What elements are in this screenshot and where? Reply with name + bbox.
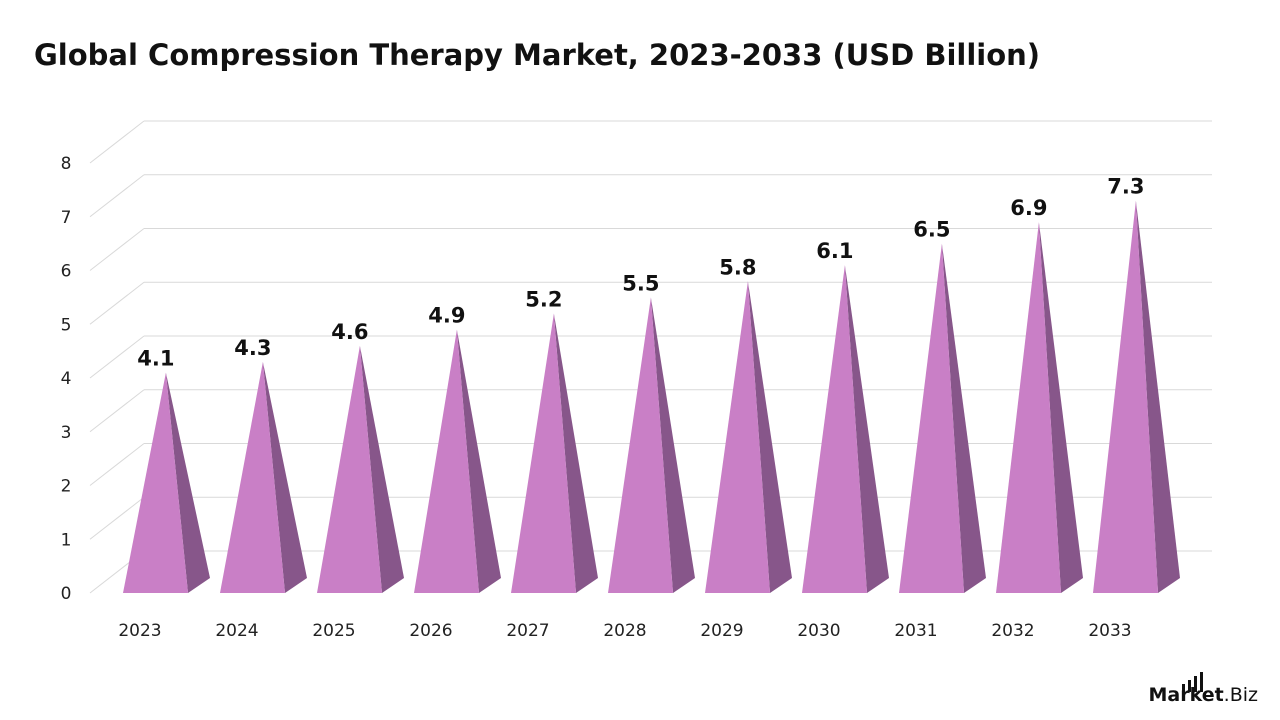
x-tick-label: 2028 (603, 621, 646, 641)
bar-front-face (511, 313, 576, 593)
bar-front-face (220, 361, 285, 593)
x-tick-label: 2027 (506, 621, 549, 641)
data-label: 6.1 (816, 239, 853, 263)
data-label: 4.6 (331, 320, 368, 344)
y-tick-label: 0 (61, 584, 72, 604)
data-label: 4.9 (428, 304, 465, 328)
bar-2025 (317, 345, 404, 593)
gridline-diagonal (89, 389, 145, 433)
y-tick-label: 7 (61, 208, 72, 228)
y-tick-label: 1 (61, 530, 72, 550)
data-label: 4.1 (137, 347, 174, 371)
bar-front-face (317, 345, 382, 593)
bar-front-face (1093, 200, 1158, 593)
bar-2028 (608, 297, 695, 593)
y-tick-label: 6 (61, 262, 72, 282)
bar-2032 (996, 222, 1083, 593)
x-tick-label: 2024 (215, 621, 258, 641)
bar-side-face (1038, 222, 1083, 593)
bar-2024 (220, 361, 307, 593)
brand-name-bold: Market (1148, 684, 1224, 706)
bar-front-face (996, 222, 1061, 593)
x-tick-label: 2026 (409, 621, 452, 641)
gridline-diagonal (89, 120, 145, 164)
bar-side-face (747, 281, 792, 593)
y-tick-label: 8 (61, 154, 72, 174)
y-tick-label: 5 (61, 315, 72, 335)
x-tick-label: 2023 (118, 621, 161, 641)
x-axis-ticks: 2023 2024 2025 2026 2027 2028 2029 2030 2031 2032… (118, 621, 1131, 641)
y-tick-label: 2 (61, 477, 72, 497)
data-label: 5.2 (525, 288, 562, 312)
x-tick-label: 2030 (797, 621, 840, 641)
bar-front-face (802, 265, 867, 593)
bar-side-face (165, 372, 210, 593)
data-label: 4.3 (234, 336, 271, 360)
bar-side-face (941, 243, 986, 593)
data-label: 6.9 (1010, 196, 1047, 220)
x-tick-label: 2029 (700, 621, 743, 641)
brand-name: Market.Biz (1148, 684, 1258, 706)
y-tick-label: 3 (61, 423, 72, 443)
data-label: 7.3 (1107, 175, 1144, 199)
bar-2023 (123, 372, 210, 593)
x-tick-label: 2033 (1088, 621, 1131, 641)
y-tick-label: 4 (61, 369, 72, 389)
gridline-diagonal (89, 443, 145, 486)
bar-front-face (899, 243, 964, 593)
gridline-diagonal (89, 228, 145, 271)
bar-2029 (705, 281, 792, 593)
chart-title: Global Compression Therapy Market, 2023-… (34, 38, 1041, 72)
data-label: 5.5 (622, 271, 659, 295)
bar-side-face (262, 361, 307, 593)
gridline-diagonal (89, 496, 145, 540)
bar-2030 (802, 265, 889, 593)
gridline-diagonal (89, 335, 145, 379)
bar-front-face (608, 297, 673, 593)
bar-side-face (359, 345, 404, 593)
bar-2033 (1093, 200, 1180, 593)
gridline-diagonal (89, 281, 145, 325)
x-tick-label: 2031 (894, 621, 937, 641)
bar-side-face (1135, 200, 1180, 593)
y-axis-ticks: 0 1 2 3 4 5 6 7 8 (61, 154, 72, 604)
bar-2026 (414, 329, 501, 593)
bar-front-face (705, 281, 770, 593)
bar-chart-icon (1182, 672, 1203, 692)
bar-side-face (553, 313, 598, 593)
bar-series (123, 200, 1180, 593)
brand-name-rest: .Biz (1223, 684, 1258, 706)
data-label: 6.5 (913, 218, 950, 242)
bar-side-face (650, 297, 695, 593)
gridline-diagonal (89, 174, 145, 218)
bar-side-face (844, 265, 889, 593)
bar-side-face (456, 329, 501, 593)
data-labels: 4.1 4.3 4.6 4.9 5.2 5.5 5.8 6.1 6.5 6.9 7.3 (137, 175, 1144, 371)
bar-2027 (511, 313, 598, 593)
x-tick-label: 2032 (991, 621, 1034, 641)
bar-front-face (123, 372, 188, 593)
data-label: 5.8 (719, 255, 756, 279)
x-tick-label: 2025 (312, 621, 355, 641)
bar-2031 (899, 243, 986, 593)
bar-front-face (414, 329, 479, 593)
